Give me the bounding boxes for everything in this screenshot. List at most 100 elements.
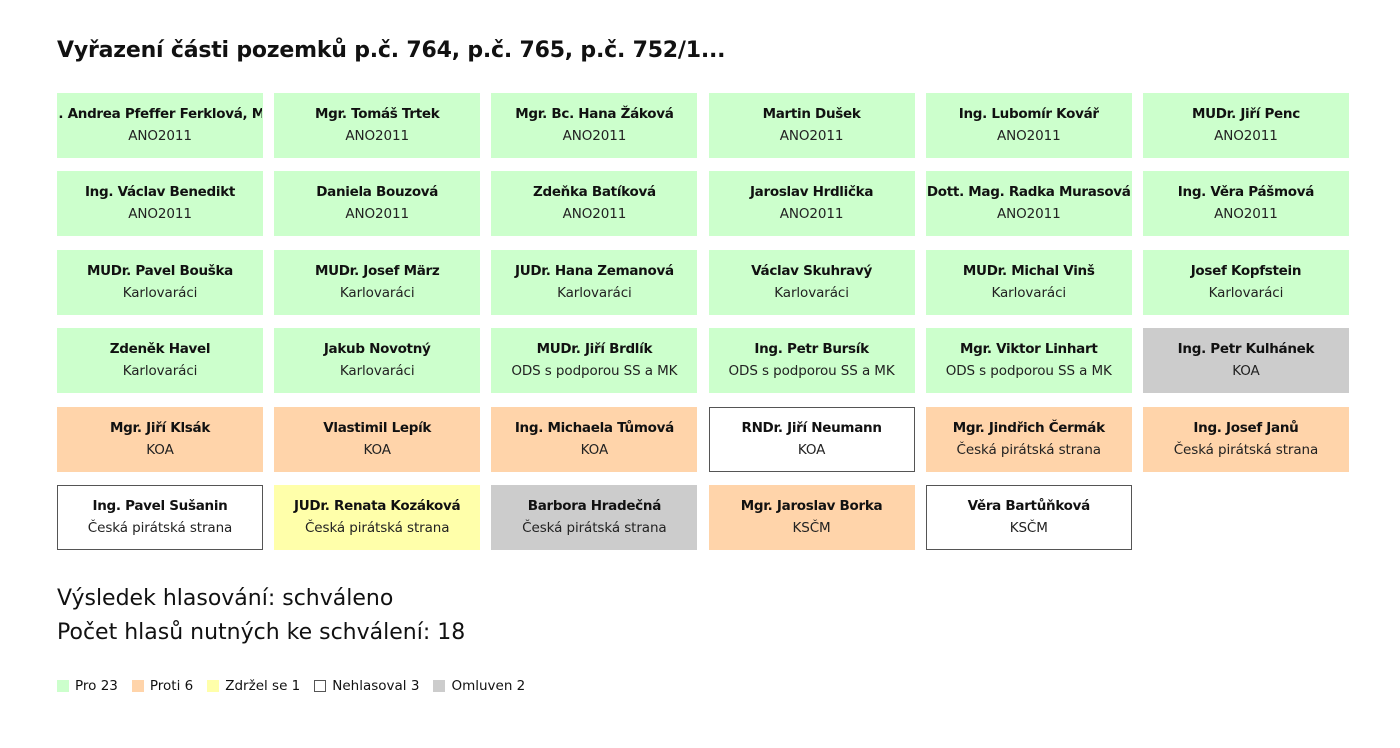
member-card: Jaroslav Hrdlička ANO2011 bbox=[708, 171, 915, 237]
member-card: Ing. Petr Bursík ODS s podporou SS a MK bbox=[708, 328, 915, 394]
member-name: Vlastimil Lepík bbox=[323, 419, 432, 436]
member-party: ANO2011 bbox=[996, 128, 1061, 144]
member-party: Česká pirátská strana bbox=[956, 441, 1102, 458]
member-card: Václav Skuhravý Karlovaráci bbox=[708, 249, 915, 315]
legend-label: Proti 6 bbox=[149, 678, 194, 694]
member-party: Karlovaráci bbox=[339, 284, 415, 301]
member-card: MUDr. Josef März Karlovaráci bbox=[274, 249, 481, 315]
legend-label: Pro 23 bbox=[75, 678, 118, 694]
legend-swatch bbox=[207, 680, 220, 692]
member-name: MUDr. Michal Vinš bbox=[962, 262, 1095, 279]
legend-label: Omluven 2 bbox=[451, 678, 526, 694]
member-name: Ing. Václav Benedikt bbox=[84, 184, 236, 201]
member-name: Ing. Pavel Sušanin bbox=[92, 497, 228, 514]
member-party: ANO2011 bbox=[345, 128, 409, 144]
member-card: Mgr. Jaroslav Borka KSČM bbox=[708, 484, 915, 550]
member-party: ANO2011 bbox=[562, 206, 627, 223]
member-card: MUDr. Jiří Penc ANO2011 bbox=[1142, 93, 1349, 158]
member-party: ANO2011 bbox=[996, 206, 1061, 223]
vote-result: Výsledek hlasování: schváleno Počet hlas… bbox=[57, 582, 465, 650]
legend-item-omluven: Omluven 2 bbox=[433, 678, 525, 694]
vote-title: Vyřazení části pozemků p.č. 764, p.č. 76… bbox=[57, 38, 726, 63]
member-name: Ing. Josef Janů bbox=[1193, 419, 1299, 436]
member-party: ANO2011 bbox=[779, 128, 844, 144]
legend-item-zdrzel: Zdržel se 1 bbox=[207, 678, 300, 694]
vote-legend: Pro 23 Proti 6 Zdržel se 1 Nehlasoval 3 Omlu… bbox=[57, 678, 539, 694]
member-name: MUDr. Jiří Brdlík bbox=[536, 341, 653, 358]
member-party: ANO2011 bbox=[1214, 206, 1278, 223]
member-party: ANO2011 bbox=[1214, 128, 1278, 144]
member-party: KOA bbox=[363, 441, 391, 458]
member-party: ODS s podporou SS a MK bbox=[945, 363, 1112, 380]
member-party: Karlovaráci bbox=[122, 363, 198, 380]
member-card: Ing. Věra Pášmová ANO2011 bbox=[1142, 171, 1349, 237]
member-name: Ing. Andrea Pfeffer Ferklová, MBA bbox=[58, 106, 262, 122]
member-party: ANO2011 bbox=[128, 206, 192, 223]
member-name: MUDr. Pavel Bouška bbox=[87, 262, 233, 279]
legend-swatch bbox=[57, 680, 69, 692]
member-party: KOA bbox=[797, 441, 826, 458]
member-name: MUDr. Jiří Penc bbox=[1191, 106, 1300, 122]
member-card: Jakub Novotný Karlovaráci bbox=[274, 328, 481, 394]
member-card: Mgr. Tomáš Trtek ANO2011 bbox=[274, 93, 481, 158]
member-party: Česká pirátská strana bbox=[87, 519, 233, 536]
member-name: Zdeněk Havel bbox=[109, 341, 211, 358]
member-card: Martin Dušek ANO2011 bbox=[708, 93, 915, 158]
member-party: KSČM bbox=[1009, 519, 1048, 536]
member-party: Karlovaráci bbox=[557, 284, 632, 301]
member-party: ODS s podporou SS a MK bbox=[728, 363, 895, 380]
member-card: Ing. Josef Janů Česká pirátská strana bbox=[1142, 406, 1349, 472]
member-name: Daniela Bouzová bbox=[316, 184, 439, 201]
member-card: Ing. Pavel Sušanin Česká pirátská strana bbox=[57, 484, 263, 550]
member-name: Věra Bartůňková bbox=[967, 497, 1091, 514]
member-party: KSČM bbox=[792, 519, 831, 536]
member-card: JUDr. Renata Kozáková Česká pirátská stra… bbox=[274, 484, 481, 550]
member-party: KOA bbox=[1232, 363, 1260, 380]
legend-label: Nehlasoval 3 bbox=[332, 678, 420, 694]
member-card: Vlastimil Lepík KOA bbox=[274, 406, 481, 472]
member-card: MUDr. Michal Vinš Karlovaráci bbox=[925, 249, 1132, 315]
legend-label: Zdržel se 1 bbox=[225, 678, 301, 694]
member-party: ANO2011 bbox=[562, 128, 627, 144]
member-card: JUDr. Hana Zemanová Karlovaráci bbox=[491, 249, 698, 315]
member-name: RNDr. Jiří Neumann bbox=[741, 419, 882, 436]
member-party: ANO2011 bbox=[128, 128, 192, 144]
member-card: Josef Kopfstein Karlovaráci bbox=[1142, 249, 1349, 315]
member-name: Ing. Věra Pášmová bbox=[1177, 184, 1315, 201]
member-card: Ing. Petr Kulhánek KOA bbox=[1142, 328, 1349, 394]
member-card: Ing. Václav Benedikt ANO2011 bbox=[57, 171, 263, 237]
member-party: ANO2011 bbox=[345, 206, 409, 223]
member-card: Mgr. Bc. Hana Žáková ANO2011 bbox=[491, 93, 698, 158]
member-party: Česká pirátská strana bbox=[304, 519, 450, 536]
legend-swatch bbox=[131, 680, 144, 692]
member-name: Josef Kopfstein bbox=[1190, 262, 1302, 279]
member-name: Ing. Petr Bursík bbox=[754, 341, 869, 358]
member-name: Mgr. Tomáš Trtek bbox=[314, 106, 440, 122]
result-required-votes: Počet hlasů nutných ke schválení: 18 bbox=[57, 620, 466, 645]
member-card: Mgr. Jindřich Čermák Česká pirátská stran… bbox=[925, 406, 1132, 472]
member-party: Karlovaráci bbox=[122, 284, 198, 301]
member-party: Karlovaráci bbox=[991, 284, 1067, 301]
legend-item-pro: Pro 23 bbox=[57, 678, 118, 694]
member-name: Václav Skuhravý bbox=[751, 262, 872, 279]
member-party: ODS s podporou SS a MK bbox=[511, 363, 678, 380]
member-card: MUDr. Jiří Brdlík ODS s podporou SS a MK bbox=[491, 328, 698, 394]
member-name: Ing. Lubomír Kovář bbox=[958, 106, 1099, 122]
member-name: Zdeňka Batíková bbox=[532, 184, 656, 201]
member-party: KOA bbox=[580, 441, 609, 458]
legend-item-proti: Proti 6 bbox=[131, 678, 194, 694]
member-name: Ing. Petr Kulhánek bbox=[1177, 341, 1315, 358]
member-name: Martin Dušek bbox=[762, 106, 861, 122]
member-name: Mgr. Jaroslav Borka bbox=[740, 497, 883, 514]
member-card: RNDr. Jiří Neumann KOA bbox=[708, 406, 915, 472]
member-card: Dott. Mag. Radka Murasová ANO2011 bbox=[925, 171, 1132, 237]
member-name: JUDr. Hana Zemanová bbox=[514, 262, 674, 279]
member-name: Ing. Michaela Tůmová bbox=[514, 419, 674, 436]
member-name: Jaroslav Hrdlička bbox=[749, 184, 874, 201]
legend-swatch bbox=[433, 680, 446, 692]
member-card: Mgr. Jiří Klsák KOA bbox=[57, 406, 263, 472]
member-name: Dott. Mag. Radka Murasová bbox=[926, 184, 1131, 201]
member-party: ANO2011 bbox=[779, 206, 844, 223]
member-card: Zdeňka Batíková ANO2011 bbox=[491, 171, 698, 237]
member-party: Česká pirátská strana bbox=[522, 519, 667, 536]
